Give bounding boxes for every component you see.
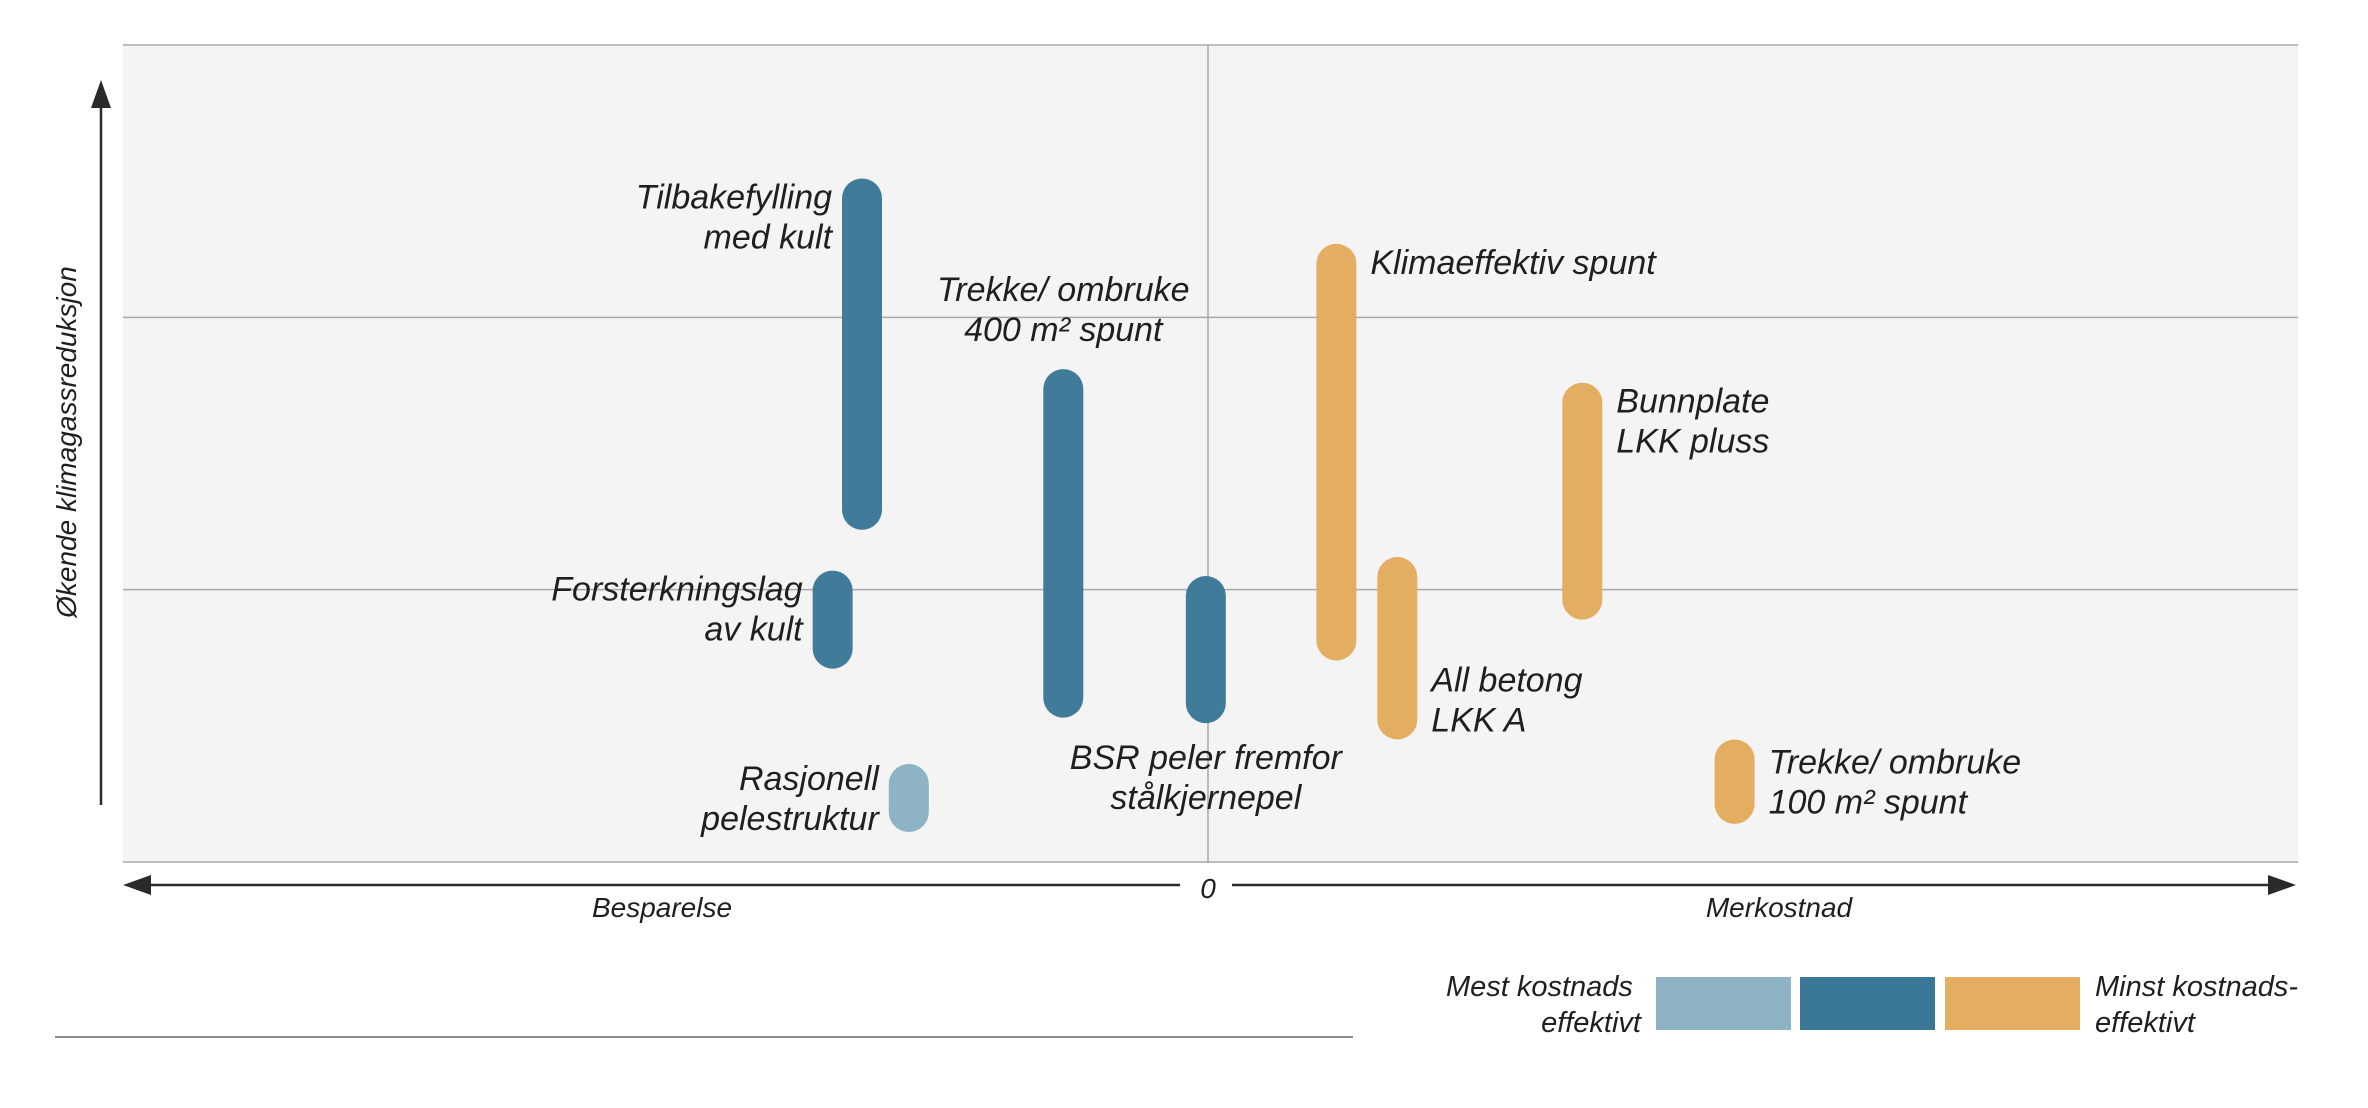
bars	[812, 178, 1755, 833]
bar-3	[1043, 369, 1084, 718]
bar-label-line: stålkjernepel	[1110, 779, 1302, 817]
x-axis-left-label: Besparelse	[592, 892, 732, 923]
bar-label-line: Trekke/ ombruke	[937, 271, 1190, 309]
bar-label-line: 100 m² spunt	[1769, 784, 1969, 822]
bar-8	[1714, 739, 1755, 824]
bar-label-line: Tilbakefylling	[636, 178, 832, 216]
bar-label-7: Bunnplate LKK pluss	[1616, 383, 1769, 461]
bar-labels: Tilbakefylling med kult Forsterkningslag av…	[551, 178, 2021, 838]
grid	[123, 44, 2298, 863]
legend-left-line-1: Mest kostnads	[1446, 971, 1633, 1003]
x-axis-right-label: Merkostnad	[1706, 892, 1854, 923]
bar-label-6: All betong LKK A	[1429, 661, 1582, 739]
legend-left-label: Mest kostnads effektivt	[1446, 971, 1643, 1039]
bar-label-line: All betong	[1429, 661, 1582, 699]
legend-right-line-2: effektivt	[2095, 1007, 2197, 1039]
bar-label-line: 400 m² spunt	[964, 311, 1164, 349]
bar-label-line: Rasjonell	[739, 760, 880, 798]
bar-label-line: av kult	[704, 611, 804, 649]
y-axis-label: Økende klimagassreduksjon	[51, 266, 82, 619]
bar-2	[888, 763, 929, 833]
bar-0	[842, 178, 883, 530]
legend-left-line-2: effektivt	[1541, 1007, 1643, 1039]
bar-1	[812, 570, 853, 669]
bar-label-line: Forsterkningslag	[551, 571, 802, 609]
bar-label-4: BSR peler fremfor stålkjernepel	[1070, 739, 1344, 817]
bar-label-line: Bunnplate	[1616, 383, 1769, 421]
bar-label-line: BSR peler fremfor	[1070, 739, 1344, 777]
x-axis-right-arrowhead	[2268, 875, 2296, 895]
legend-right-label: Minst kostnads- effektivt	[2095, 971, 2306, 1039]
legend-swatch-most	[1656, 977, 1791, 1030]
x-axis-zero-label: 0	[1200, 873, 1216, 904]
bar-label-line: med kult	[704, 218, 834, 256]
legend-swatch-least	[1945, 977, 2080, 1030]
bar-label-line: LKK A	[1431, 701, 1526, 739]
bar-label-8: Trekke/ ombruke 100 m² spunt	[1769, 744, 2022, 822]
plot-background	[123, 45, 2298, 862]
y-axis-arrowhead	[91, 80, 111, 108]
bar-label-line: pelestruktur	[700, 800, 880, 838]
legend-right-line-1: Minst kostnads-	[2095, 971, 2298, 1003]
bar-label-line: Klimaeffektiv spunt	[1370, 244, 1657, 282]
bar-5	[1316, 243, 1357, 661]
bar-4	[1185, 576, 1226, 724]
bar-label-2: Rasjonell pelestruktur	[700, 760, 880, 838]
bar-label-1: Forsterkningslag av kult	[551, 571, 804, 649]
bar-label-5: Klimaeffektiv spunt	[1370, 244, 1657, 282]
x-axis-left-arrowhead	[123, 875, 151, 895]
bar-6	[1377, 556, 1418, 740]
bar-label-0: Tilbakefylling med kult	[636, 178, 834, 256]
bar-label-line: Trekke/ ombruke	[1769, 744, 2022, 782]
legend: Mest kostnads effektivt Minst kostnads- …	[1446, 971, 2306, 1039]
legend-swatch-mid	[1800, 977, 1935, 1030]
bar-label-3: Trekke/ ombruke 400 m² spunt	[937, 271, 1190, 349]
bar-7	[1562, 382, 1603, 620]
bar-label-line: LKK pluss	[1616, 423, 1769, 461]
